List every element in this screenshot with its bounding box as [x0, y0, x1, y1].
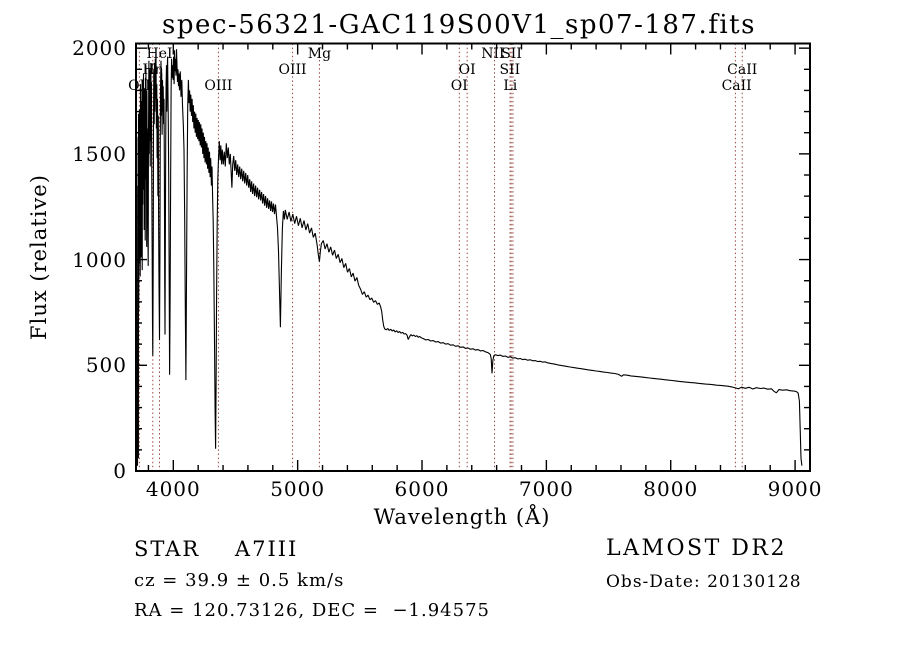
y-tick-label: 500: [85, 353, 127, 378]
spectral-line-label: OI: [450, 78, 468, 94]
spectral-line-label: Hη: [142, 62, 164, 78]
y-tick-label: 2000: [72, 36, 127, 61]
spectral-line-label: CaII: [721, 78, 752, 94]
y-tick-label: 1000: [72, 247, 127, 272]
x-tick-label: 6000: [394, 477, 450, 501]
spectral-line-label: OI: [458, 62, 476, 78]
figure-title: spec-56321-GAC119S00V1_sp07-187.fits: [162, 10, 756, 40]
annotation-survey: LAMOST DR2: [606, 536, 787, 561]
x-tick-label: 8000: [643, 477, 699, 501]
annotation-cz: cz = 39.9 ± 0.5 km/s: [134, 570, 345, 591]
annotation-star-class: STAR A7III: [134, 537, 299, 561]
spectrum-trace: [136, 49, 803, 466]
x-tick-label: 7000: [518, 477, 574, 501]
annotation-ra-dec: RA = 120.73126, DEC = −1.94575: [134, 600, 490, 621]
x-tick-label: 5000: [270, 477, 326, 501]
spectral-line-label: SII: [499, 62, 521, 78]
spectral-line-label: SII: [501, 46, 522, 62]
spectral-line-label: OII: [128, 78, 151, 94]
spectral-line-label: Li: [503, 78, 518, 94]
annotation-obs-date: Obs-Date: 20130128: [606, 572, 802, 592]
spectral-line-label: NII: [481, 46, 505, 62]
y-tick-label: 1500: [72, 141, 127, 166]
spectral-line-label: HeI: [146, 46, 173, 62]
spectral-line-label: OIII: [204, 78, 233, 94]
spectral-line-label: CaII: [727, 62, 758, 78]
x-axis-title: Wavelength (Å): [373, 505, 551, 529]
spectral-line-label: OIII: [278, 62, 307, 78]
x-tick-label: 4000: [145, 477, 201, 501]
y-tick-label: 0: [113, 459, 127, 483]
plot-frame: [135, 42, 811, 472]
x-tick-label: 9000: [767, 477, 823, 501]
spectral-line-label: Mg: [307, 46, 332, 62]
